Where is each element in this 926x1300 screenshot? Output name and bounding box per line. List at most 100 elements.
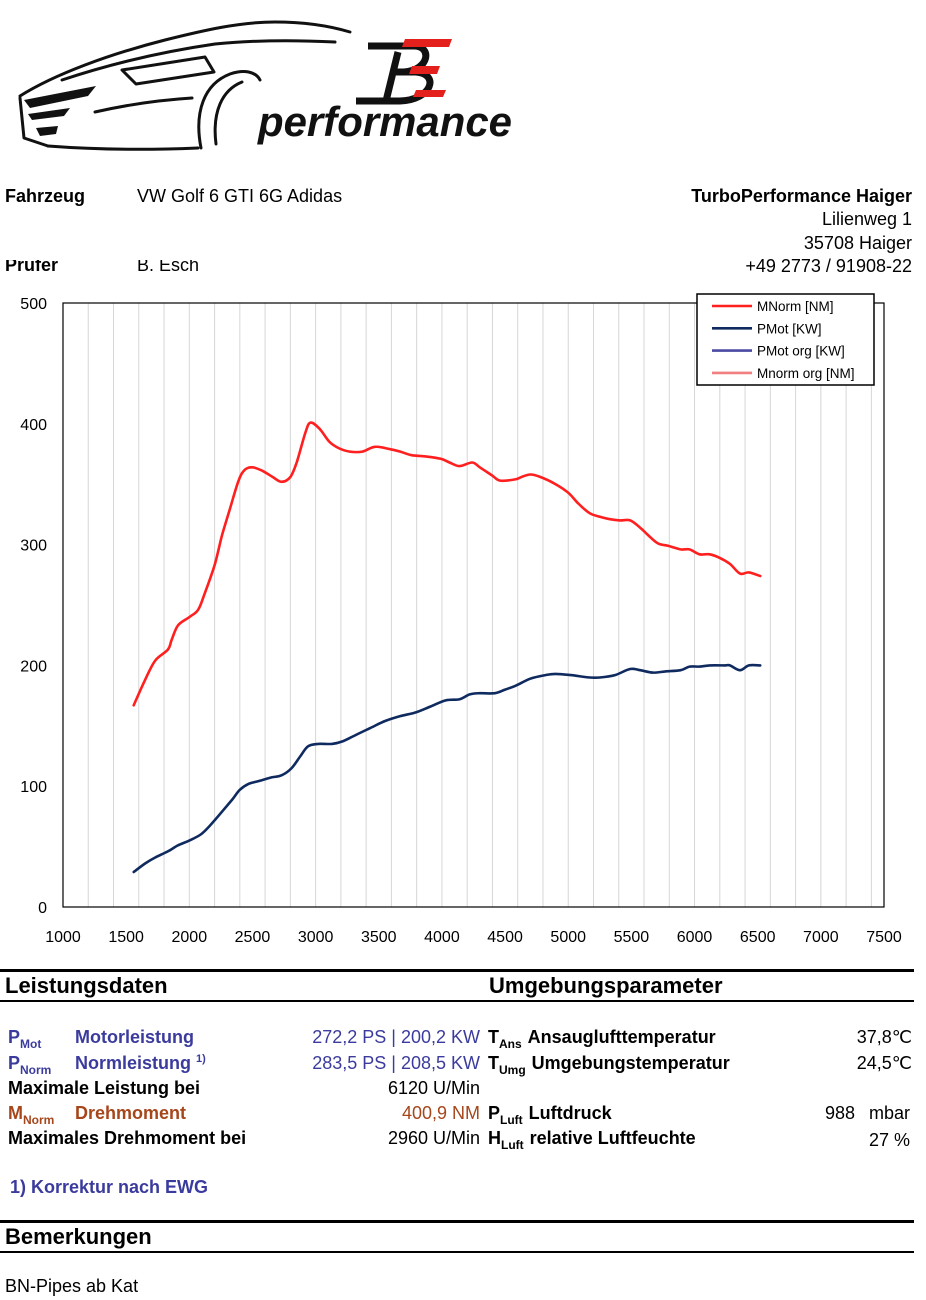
p-norm-symbol: PNorm <box>8 1052 52 1077</box>
legend-label: MNorm [NM] <box>757 299 834 314</box>
x-tick-label: 3500 <box>361 929 397 946</box>
max-power-value: 6120 U/Min <box>387 1078 480 1098</box>
t-umg-symbol-sub: Umg <box>499 1063 526 1077</box>
norm-power-label: Normleistung 1) <box>75 1052 206 1074</box>
ambient-temp-value: 24,5℃ <box>856 1053 912 1073</box>
x-tick-label: 5500 <box>614 929 650 946</box>
x-tick-label: 6500 <box>740 929 776 946</box>
max-torque-label: Maximales Drehmoment bei <box>8 1128 247 1148</box>
footnote-text: 1) Korrektur nach EWG <box>10 1177 209 1197</box>
p-luft-symbol-sub: Luft <box>500 1113 523 1127</box>
vehicle-label: Fahrzeug <box>5 186 86 206</box>
series-line-mnorm-nm <box>132 421 762 707</box>
p-norm-symbol-main: P <box>8 1053 21 1073</box>
norm-power-label-text: Normleistung <box>75 1053 192 1073</box>
x-tick-label: 7000 <box>803 929 839 946</box>
legend: MNorm [NM] PMot [KW] PMot org [KW] Mnorm or… <box>696 293 875 386</box>
remarks-divider-bottom <box>0 1251 914 1253</box>
p-luft-symbol-main: P <box>488 1103 501 1123</box>
x-tick-label: 6000 <box>677 929 713 946</box>
car-outline-icon <box>18 20 352 151</box>
p-mot-symbol-sub: Mot <box>20 1037 42 1051</box>
ambient-temp-item: TUmg Umgebungstemperatur <box>488 1052 730 1077</box>
car-headlight-icon <box>24 86 96 136</box>
h-luft-symbol-sub: Luft <box>501 1138 524 1152</box>
t-umg-symbol-main: T <box>488 1053 499 1073</box>
humidity-label: relative Luftfeuchte <box>529 1128 696 1148</box>
air-pressure-value: 988 <box>824 1103 855 1123</box>
x-tick-label: 7500 <box>866 929 902 946</box>
p-norm-symbol-sub: Norm <box>20 1063 52 1077</box>
humidity-value: 27 % <box>868 1130 910 1150</box>
section-divider-bottom <box>0 1000 914 1002</box>
intake-temp-label: Ansauglufttemperatur <box>527 1027 716 1047</box>
y-tick-label: 0 <box>38 900 47 917</box>
vehicle-value: VW Golf 6 GTI 6G Adidas <box>137 186 343 206</box>
x-tick-label: 3000 <box>298 929 334 946</box>
h-luft-symbol-main: H <box>488 1128 501 1148</box>
intake-temp-value: 37,8℃ <box>856 1027 912 1047</box>
humidity-item: HLuft relative Luftfeuchte <box>488 1127 696 1152</box>
logo-wordmark: performance <box>257 98 512 145</box>
y-tick-label: 100 <box>20 779 47 796</box>
legend-box <box>696 293 875 386</box>
legend-entry: PMot [KW] <box>712 321 822 336</box>
legend-entry: MNorm [NM] <box>712 299 834 314</box>
p-mot-symbol-main: P <box>8 1027 21 1047</box>
x-tick-label: 1500 <box>108 929 144 946</box>
tester-row: Prüfer B. Esch <box>0 260 320 276</box>
dyno-chart: 1000 1500 2000 2500 3000 3500 4000 4500 5000 5500… <box>20 293 902 946</box>
torque-label: Drehmoment <box>75 1103 187 1123</box>
air-pressure-unit: mbar <box>868 1103 910 1123</box>
legend-label: Mnorm org [NM] <box>757 366 855 381</box>
x-tick-label: 2000 <box>172 929 208 946</box>
legend-entry: Mnorm org [NM] <box>712 366 855 381</box>
y-tick-label: 400 <box>20 417 47 434</box>
m-norm-symbol-sub: Norm <box>23 1113 55 1127</box>
legend-label: PMot [KW] <box>757 321 822 336</box>
tester-label: Prüfer <box>5 260 59 275</box>
legend-entry: PMot org [KW] <box>712 344 845 359</box>
company-street: Lilienweg 1 <box>821 209 912 229</box>
max-power-label: Maximale Leistung bei <box>8 1078 201 1098</box>
performance-title: Leistungsdaten <box>5 973 168 998</box>
y-tick-label: 300 <box>20 538 47 555</box>
legend-label: PMot org [KW] <box>757 344 845 359</box>
motor-power-label: Motorleistung <box>75 1027 194 1047</box>
p-mot-symbol: PMot <box>8 1026 42 1051</box>
remarks-title: Bemerkungen <box>5 1224 152 1249</box>
t-ans-symbol-main: T <box>488 1027 499 1047</box>
header-logo: performance <box>18 20 512 151</box>
y-tick-label: 200 <box>20 658 47 675</box>
x-tick-label: 1000 <box>45 929 81 946</box>
x-tick-label: 4500 <box>487 929 523 946</box>
x-tick-label: 4000 <box>424 929 460 946</box>
ambient-temp-label: Umgebungstemperatur <box>531 1053 730 1073</box>
t-ans-symbol-sub: Ans <box>499 1037 522 1051</box>
air-pressure-item: PLuft Luftdruck <box>488 1102 612 1127</box>
m-norm-symbol-main: M <box>8 1103 23 1123</box>
be-logo-mark <box>356 39 452 105</box>
environment-title: Umgebungsparameter <box>489 973 723 998</box>
y-tick-label: 500 <box>20 296 47 313</box>
motor-power-value: 272,2 PS | 200,2 KW <box>312 1027 480 1047</box>
torque-value: 400,9 NM <box>401 1103 480 1123</box>
grid-lines <box>87 303 872 907</box>
x-tick-label: 2500 <box>235 929 271 946</box>
air-pressure-label: Luftdruck <box>528 1103 612 1123</box>
company-city: 35708 Haiger <box>803 233 912 253</box>
footnote-marker: 1) <box>196 1053 206 1065</box>
max-torque-value: 2960 U/Min <box>387 1128 480 1148</box>
company-name: TurboPerformance Haiger <box>691 186 912 206</box>
section-divider-top <box>0 969 914 972</box>
series-line-pmot-kw <box>132 663 762 874</box>
tester-value: B. Esch <box>137 260 200 275</box>
company-phone: +49 2773 / 91908-22 <box>745 256 912 276</box>
m-norm-symbol: MNorm <box>8 1102 55 1127</box>
intake-temp-item: TAns Ansauglufttemperatur <box>488 1026 716 1051</box>
x-tick-label: 5000 <box>550 929 586 946</box>
plot-frame <box>62 302 885 908</box>
remarks-divider-top <box>0 1220 914 1223</box>
norm-power-value: 283,5 PS | 208,5 KW <box>312 1053 480 1073</box>
remarks-text: BN-Pipes ab Kat <box>5 1276 139 1296</box>
